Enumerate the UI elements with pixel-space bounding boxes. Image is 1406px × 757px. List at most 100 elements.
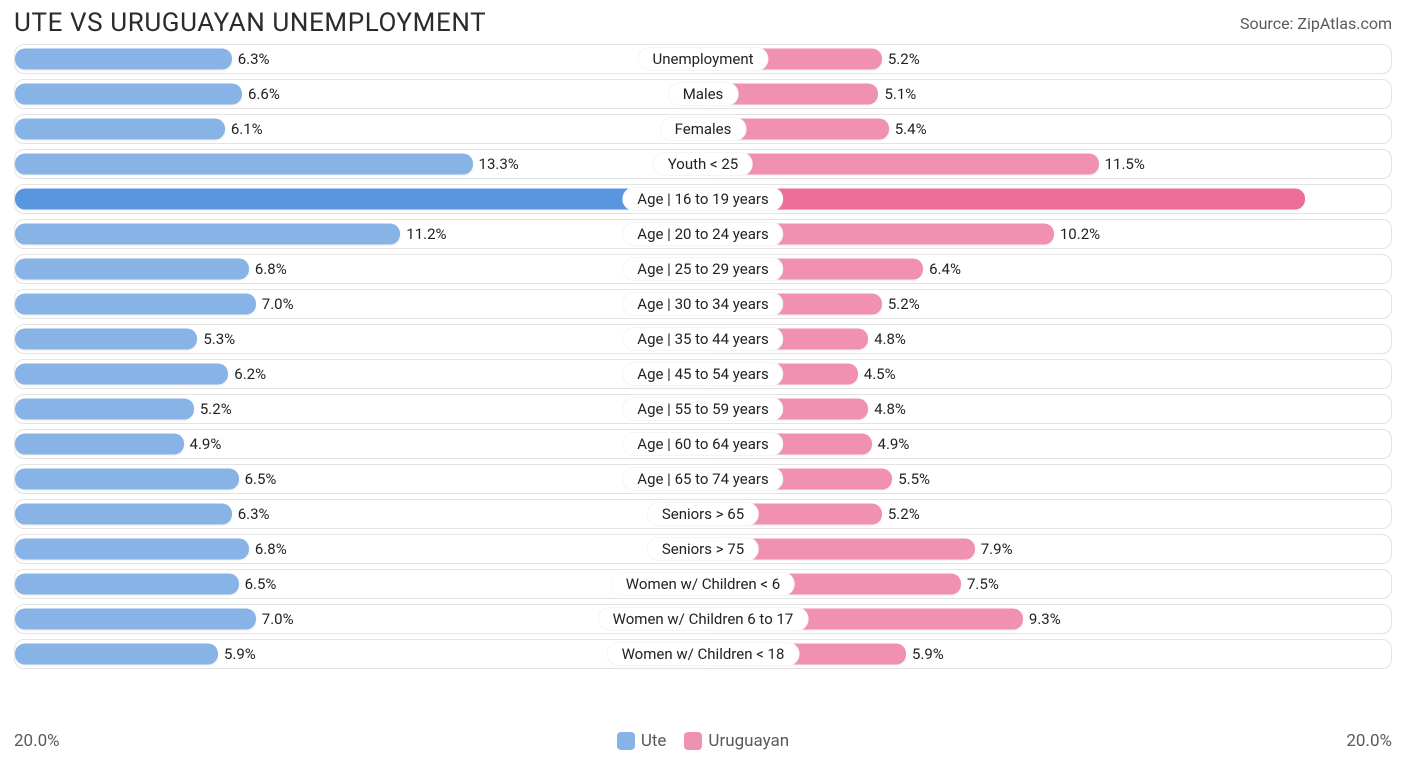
value-label-right: 6.4% (929, 260, 961, 278)
chart-row: 6.3%5.2%Unemployment (14, 44, 1392, 74)
bar-left (15, 294, 256, 315)
bar-left (15, 644, 218, 665)
category-label: Seniors > 65 (647, 502, 759, 526)
legend-label-right: Uruguayan (708, 731, 789, 751)
chart-row: 6.8% 7.9% Seniors > 75 (14, 534, 1392, 564)
chart-row: 5.2% 4.8% Age | 55 to 59 years (14, 394, 1392, 424)
chart-row: 19.6%17.5%Age | 16 to 19 years (14, 184, 1392, 214)
value-label-right: 5.5% (898, 470, 930, 488)
chart-row: 6.6% 5.1% Males (14, 79, 1392, 109)
category-label: Age | 20 to 24 years (622, 222, 783, 246)
chart-row: 6.2% 4.5% Age | 45 to 54 years (14, 359, 1392, 389)
chart-footer: 20.0% Ute Uruguayan 20.0% (14, 731, 1392, 751)
category-label: Age | 65 to 74 years (622, 467, 783, 491)
legend-swatch-right (684, 732, 702, 750)
value-label-left: 6.5% (245, 470, 277, 488)
value-label-left: 5.3% (203, 330, 235, 348)
value-label-right: 5.4% (895, 120, 927, 138)
bar-left (15, 259, 249, 280)
chart-row: 4.9%4.9%Age | 60 to 64 years (14, 429, 1392, 459)
value-label-right: 5.2% (888, 505, 920, 523)
chart-row: 6.5% 5.5% Age | 65 to 74 years (14, 464, 1392, 494)
bar-left (15, 364, 228, 385)
category-label: Women w/ Children < 18 (607, 642, 800, 666)
bar-left (15, 469, 239, 490)
legend-item-right: Uruguayan (684, 731, 789, 751)
value-label-left: 13.3% (479, 155, 519, 173)
legend-item-left: Ute (617, 731, 667, 751)
chart-row: 6.1% 5.4% Females (14, 114, 1392, 144)
axis-max-left: 20.0% (14, 731, 60, 751)
category-label: Age | 55 to 59 years (622, 397, 783, 421)
bar-left (15, 399, 194, 420)
value-label-left: 6.8% (255, 540, 287, 558)
bar-left (15, 119, 225, 140)
value-label-left: 5.9% (224, 645, 256, 663)
category-label: Age | 45 to 54 years (622, 362, 783, 386)
value-label-left: 7.0% (262, 610, 294, 628)
chart-row: 13.3%11.5%Youth < 25 (14, 149, 1392, 179)
chart-row: 6.8% 6.4% Age | 25 to 29 years (14, 254, 1392, 284)
legend: Ute Uruguayan (617, 731, 789, 751)
category-label: Age | 35 to 44 years (622, 327, 783, 351)
chart-row: 7.0%9.3%Women w/ Children 6 to 17 (14, 604, 1392, 634)
category-label: Women w/ Children < 6 (611, 572, 795, 596)
bar-left (15, 504, 232, 525)
bar-right (703, 154, 1099, 175)
value-label-left: 6.2% (234, 365, 266, 383)
value-label-right: 10.2% (1060, 225, 1100, 243)
value-label-right: 5.1% (884, 85, 916, 103)
chart-row: 6.3% 5.2% Seniors > 65 (14, 499, 1392, 529)
bar-left (15, 574, 239, 595)
value-label-left: 11.2% (406, 225, 446, 243)
chart-row: 7.0% 5.2% Age | 30 to 34 years (14, 289, 1392, 319)
bar-right (703, 189, 1305, 210)
value-label-right: 7.5% (967, 575, 999, 593)
chart-row: 11.2% 10.2% Age | 20 to 24 years (14, 219, 1392, 249)
bar-left (15, 539, 249, 560)
category-label: Age | 25 to 29 years (622, 257, 783, 281)
category-label: Age | 30 to 34 years (622, 292, 783, 316)
chart-row: 5.3% 4.8% Age | 35 to 44 years (14, 324, 1392, 354)
chart-title: UTE VS URUGUAYAN UNEMPLOYMENT (14, 8, 486, 38)
value-label-right: 9.3% (1029, 610, 1061, 628)
category-label: Females (660, 117, 747, 141)
category-label: Youth < 25 (653, 152, 753, 176)
value-label-right: 5.9% (912, 645, 944, 663)
bar-left (15, 329, 197, 350)
category-label: Males (668, 82, 739, 106)
chart-rows: 6.3%5.2%Unemployment6.6%5.1%Males6.1%5.4… (14, 44, 1392, 727)
value-label-right: 17.5% (1343, 190, 1383, 208)
bar-left (15, 434, 184, 455)
category-label: Unemployment (637, 47, 768, 71)
chart-row: 5.9% 5.9% Women w/ Children < 18 (14, 639, 1392, 669)
value-label-right: 4.5% (864, 365, 896, 383)
legend-swatch-left (617, 732, 635, 750)
value-label-right: 4.8% (874, 400, 906, 418)
value-label-right: 5.2% (888, 295, 920, 313)
value-label-left: 6.1% (231, 120, 263, 138)
value-label-left: 7.0% (262, 295, 294, 313)
value-label-right: 7.9% (981, 540, 1013, 558)
value-label-left: 6.3% (238, 50, 270, 68)
chart-row: 6.5% 7.5% Women w/ Children < 6 (14, 569, 1392, 599)
chart-source: Source: ZipAtlas.com (1240, 14, 1392, 33)
bar-left (15, 84, 242, 105)
category-label: Age | 16 to 19 years (622, 187, 783, 211)
category-label: Seniors > 75 (647, 537, 759, 561)
bar-left (15, 189, 689, 210)
bar-left (15, 609, 256, 630)
bar-left (15, 49, 232, 70)
legend-label-left: Ute (641, 731, 667, 751)
value-label-left: 6.5% (245, 575, 277, 593)
category-label: Age | 60 to 64 years (622, 432, 783, 456)
value-label-right: 4.8% (874, 330, 906, 348)
value-label-right: 4.9% (878, 435, 910, 453)
value-label-left: 6.3% (238, 505, 270, 523)
unemployment-chart: UTE VS URUGUAYAN UNEMPLOYMENT Source: Zi… (0, 0, 1406, 757)
axis-max-right: 20.0% (1346, 731, 1392, 751)
value-label-left: 6.8% (255, 260, 287, 278)
bar-left (15, 154, 473, 175)
value-label-left: 5.2% (200, 400, 232, 418)
value-label-left: 6.6% (248, 85, 280, 103)
